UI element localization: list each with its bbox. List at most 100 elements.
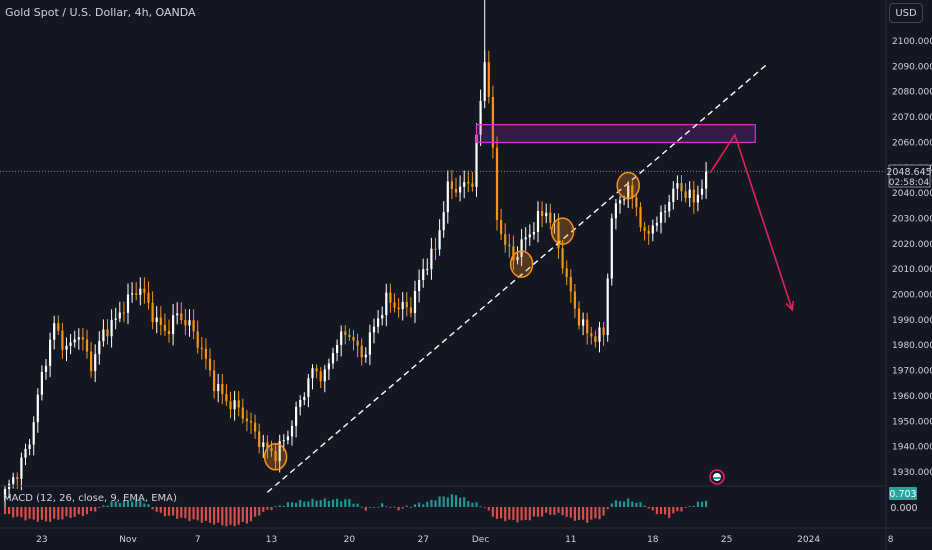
histogram-bar xyxy=(344,499,347,507)
candle-body xyxy=(409,307,412,314)
histogram-bar xyxy=(627,498,630,507)
candle-body xyxy=(672,188,675,203)
candle-body xyxy=(368,332,371,355)
histogram-bar xyxy=(463,497,466,507)
candle-body xyxy=(582,319,585,326)
histogram-bar xyxy=(3,507,7,515)
candle-body xyxy=(639,207,642,228)
histogram-bar xyxy=(368,506,371,508)
histogram-bar xyxy=(573,507,576,521)
candle-body xyxy=(372,326,376,333)
histogram-bar xyxy=(684,507,687,508)
time-axis[interactable]: 23 Nov 7 13 20 27 Dec 11 18 25 2024 8 xyxy=(36,535,894,545)
time-tick-label: 8 xyxy=(888,535,894,545)
candle-body xyxy=(204,348,207,359)
price-axis[interactable]: 2100.000 2090.000 2080.000 2070.000 2060.000… xyxy=(892,37,932,478)
histogram-bar xyxy=(557,507,560,513)
histogram-bar xyxy=(172,507,175,516)
histogram-bar xyxy=(602,507,605,516)
histogram-bar xyxy=(336,498,339,507)
histogram-bar xyxy=(545,507,548,513)
histogram-bar xyxy=(471,502,474,507)
histogram-bar xyxy=(651,507,654,511)
histogram-bar xyxy=(426,501,429,507)
histogram-bar xyxy=(430,499,433,507)
histogram-bar xyxy=(110,501,113,507)
candle-body xyxy=(229,401,232,410)
histogram-bar xyxy=(446,497,449,507)
current-price-badge: 2048.645 02:58:04 xyxy=(886,164,932,188)
candle-body xyxy=(225,394,228,402)
time-tick-label: Nov xyxy=(119,535,137,545)
candle-body xyxy=(504,234,507,245)
price-tick-label: 1990.000 xyxy=(892,316,932,326)
resistance-zone xyxy=(475,124,756,144)
histogram-bar xyxy=(434,500,437,507)
candle-body xyxy=(446,181,449,213)
histogram-bar xyxy=(94,507,97,512)
histogram-bar xyxy=(143,503,146,507)
currency-button[interactable]: USD xyxy=(889,3,923,23)
histogram-bar xyxy=(180,507,183,518)
candle-body xyxy=(159,317,162,325)
histogram-bar xyxy=(381,503,384,507)
candle-body xyxy=(192,320,195,332)
price-tick-label: 2100.000 xyxy=(892,37,932,47)
price-tick-label: 2090.000 xyxy=(892,62,932,72)
histogram-bar xyxy=(459,497,462,507)
dividend-event-icon[interactable] xyxy=(709,469,725,485)
candle-body xyxy=(471,183,474,187)
candle-body xyxy=(528,234,531,238)
histogram-bar xyxy=(77,507,80,515)
candle-body xyxy=(274,451,277,462)
candle-body xyxy=(405,301,408,308)
candle-body xyxy=(122,312,125,314)
candle-body xyxy=(106,329,109,337)
candle-body xyxy=(348,334,351,337)
candle-body xyxy=(278,441,281,462)
histogram-bar xyxy=(176,507,179,519)
candle-body xyxy=(623,199,626,201)
candle-body xyxy=(303,396,306,401)
candle-body xyxy=(102,329,105,342)
candle-body xyxy=(352,336,355,341)
price-tick-label: 2060.000 xyxy=(892,138,932,148)
candle-body xyxy=(647,230,650,234)
candle-body xyxy=(438,230,441,250)
histogram-bar xyxy=(319,500,322,507)
candle-body xyxy=(44,365,48,372)
histogram-bar xyxy=(495,507,499,519)
histogram-bar xyxy=(438,496,441,507)
histogram-bar xyxy=(614,500,617,507)
candle-body xyxy=(618,200,622,204)
candle-body xyxy=(3,489,7,498)
candle-body xyxy=(651,225,654,234)
histogram-bar xyxy=(500,507,503,519)
price-tick-label: 2030.000 xyxy=(892,214,932,224)
histogram-bar xyxy=(401,507,404,509)
histogram-bar xyxy=(594,507,597,519)
histogram-bar xyxy=(331,499,335,507)
candle-body xyxy=(245,418,248,422)
candle-body xyxy=(561,248,564,269)
histogram-bar xyxy=(118,502,121,507)
candle-body xyxy=(602,327,605,336)
histogram-bar xyxy=(85,507,89,515)
macd-zero-label: 0.000 xyxy=(890,503,917,514)
histogram-bar xyxy=(672,507,675,514)
touch-point-circle xyxy=(509,250,534,278)
histogram-bar xyxy=(167,507,171,516)
histogram-bar xyxy=(106,505,109,507)
candle-body xyxy=(573,291,576,309)
histogram-bar xyxy=(16,507,19,517)
price-tick-label: 1930.000 xyxy=(892,468,932,478)
candle-body xyxy=(20,457,23,479)
histogram-bar xyxy=(159,507,162,513)
candle-body xyxy=(577,308,581,326)
candle-body xyxy=(266,442,269,448)
candle-body xyxy=(598,327,601,342)
histogram-bar xyxy=(204,507,207,521)
candle-body xyxy=(487,62,490,97)
candle-body xyxy=(664,211,667,213)
